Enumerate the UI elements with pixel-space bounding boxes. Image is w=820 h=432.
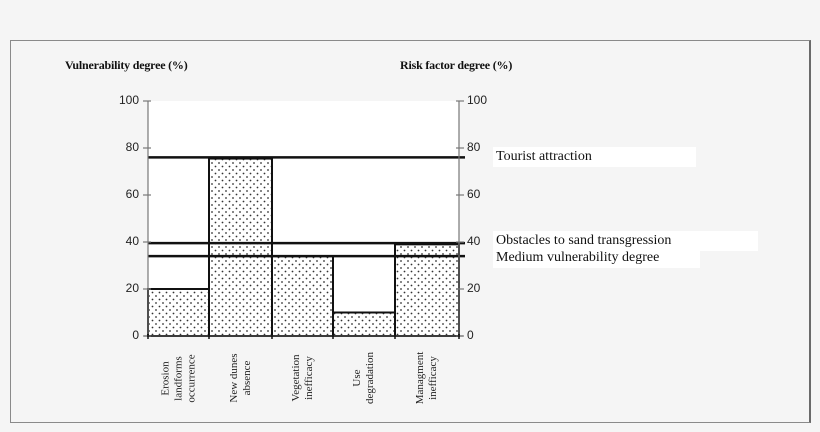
right-tick-label: 100 — [467, 93, 488, 107]
left-tick-label: 100 — [118, 93, 139, 107]
right-tick-label: 80 — [467, 140, 481, 154]
category-label: New dunes absence — [227, 353, 253, 403]
bar — [208, 157, 273, 337]
right-tick-label: 0 — [467, 328, 474, 342]
reference-line-label: Tourist attraction — [493, 147, 696, 167]
category-label: Erosion landforms occurrence — [159, 353, 197, 403]
left-tick-label: 0 — [132, 328, 139, 342]
right-tick-label: 20 — [467, 281, 481, 295]
left-tick-label: 20 — [125, 281, 139, 295]
right-axis-title: Risk factor degree (%) — [400, 58, 513, 72]
bar — [332, 311, 396, 337]
category-label: Use degradation — [351, 352, 376, 404]
left-tick-label: 40 — [125, 234, 139, 248]
right-tick-label: 40 — [467, 234, 481, 248]
left-tick-label: 80 — [125, 140, 139, 154]
category-label: Managment inefficacy — [414, 351, 439, 405]
category-label: Vegetation inefficacy — [289, 354, 315, 402]
left-tick-label: 60 — [125, 187, 139, 201]
bar — [394, 243, 460, 338]
reference-line-label: Medium vulnerability degree — [493, 248, 700, 268]
reference-line-label: Obstacles to sand transgression — [493, 231, 758, 251]
right-tick-label: 60 — [467, 187, 481, 201]
bar — [271, 255, 334, 338]
left-axis-title: Vulnerability degree (%) — [65, 58, 188, 72]
bar — [147, 288, 210, 337]
